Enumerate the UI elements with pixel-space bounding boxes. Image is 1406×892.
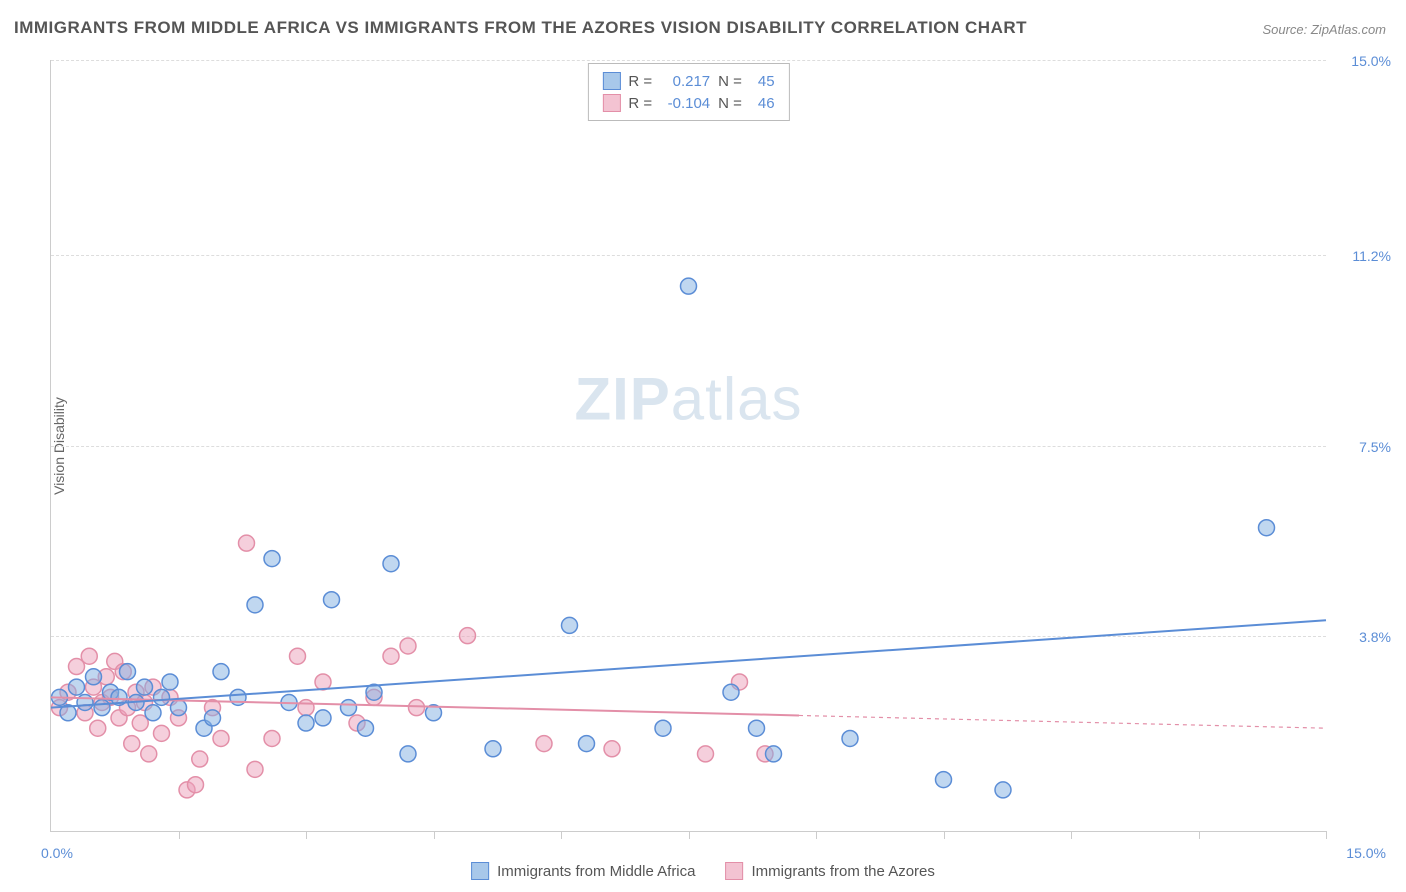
data-point	[485, 741, 501, 757]
source-attribution: Source: ZipAtlas.com	[1262, 22, 1386, 37]
scatter-svg	[51, 60, 1326, 831]
n-label: N =	[718, 95, 742, 112]
data-point	[154, 725, 170, 741]
data-point	[247, 597, 263, 613]
data-point	[205, 710, 221, 726]
data-point	[77, 695, 93, 711]
r-label: R =	[628, 95, 652, 112]
swatch-blue	[471, 862, 489, 880]
x-tick	[816, 831, 817, 839]
x-max-label: 15.0%	[1346, 845, 1386, 861]
data-point	[213, 730, 229, 746]
data-point	[239, 535, 255, 551]
data-point	[995, 782, 1011, 798]
x-tick	[1326, 831, 1327, 839]
data-point	[315, 710, 331, 726]
data-point	[86, 669, 102, 685]
data-point	[137, 679, 153, 695]
data-point	[723, 684, 739, 700]
trendline-extrapolated	[799, 715, 1326, 728]
y-tick-label: 11.2%	[1352, 248, 1391, 264]
data-point	[94, 700, 110, 716]
legend-item-blue: Immigrants from Middle Africa	[471, 862, 695, 880]
legend-label-blue: Immigrants from Middle Africa	[497, 863, 695, 880]
stats-legend-box: R = 0.217 N = 45 R = -0.104 N = 46	[587, 63, 789, 121]
data-point	[213, 664, 229, 680]
data-point	[298, 715, 314, 731]
data-point	[90, 720, 106, 736]
data-point	[264, 730, 280, 746]
data-point	[358, 720, 374, 736]
data-point	[936, 772, 952, 788]
y-tick-label: 3.8%	[1359, 629, 1391, 645]
data-point	[383, 648, 399, 664]
data-point	[536, 736, 552, 752]
stats-row-blue: R = 0.217 N = 45	[602, 70, 774, 92]
r-value-pink: -0.104	[660, 95, 710, 112]
data-point	[81, 648, 97, 664]
data-point	[681, 278, 697, 294]
legend-item-pink: Immigrants from the Azores	[725, 862, 934, 880]
x-tick	[434, 831, 435, 839]
data-point	[264, 551, 280, 567]
data-point	[192, 751, 208, 767]
data-point	[766, 746, 782, 762]
bottom-legend: Immigrants from Middle Africa Immigrants…	[471, 862, 935, 880]
x-tick	[944, 831, 945, 839]
data-point	[145, 705, 161, 721]
data-point	[1259, 520, 1275, 536]
swatch-pink	[602, 94, 620, 112]
n-label: N =	[718, 73, 742, 90]
r-label: R =	[628, 73, 652, 90]
legend-label-pink: Immigrants from the Azores	[751, 863, 934, 880]
n-value-blue: 45	[758, 73, 775, 90]
plot-area: ZIPatlas 3.8%7.5%11.2%15.0% 0.0% 15.0% R…	[50, 60, 1326, 832]
data-point	[400, 638, 416, 654]
data-point	[247, 761, 263, 777]
stats-row-pink: R = -0.104 N = 46	[602, 92, 774, 114]
data-point	[162, 674, 178, 690]
x-tick	[689, 831, 690, 839]
data-point	[141, 746, 157, 762]
x-tick	[561, 831, 562, 839]
y-tick-label: 15.0%	[1351, 53, 1391, 69]
data-point	[69, 679, 85, 695]
data-point	[120, 664, 136, 680]
data-point	[290, 648, 306, 664]
data-point	[698, 746, 714, 762]
data-point	[324, 592, 340, 608]
data-point	[124, 736, 140, 752]
data-point	[749, 720, 765, 736]
data-point	[842, 730, 858, 746]
n-value-pink: 46	[758, 95, 775, 112]
data-point	[604, 741, 620, 757]
data-point	[383, 556, 399, 572]
data-point	[315, 674, 331, 690]
data-point	[409, 700, 425, 716]
x-origin-label: 0.0%	[41, 845, 73, 861]
data-point	[579, 736, 595, 752]
data-point	[400, 746, 416, 762]
data-point	[171, 700, 187, 716]
y-tick-label: 7.5%	[1359, 439, 1391, 455]
x-tick	[306, 831, 307, 839]
x-tick	[1071, 831, 1072, 839]
data-point	[655, 720, 671, 736]
swatch-blue	[602, 72, 620, 90]
data-point	[298, 700, 314, 716]
swatch-pink	[725, 862, 743, 880]
data-point	[154, 689, 170, 705]
data-point	[460, 628, 476, 644]
r-value-blue: 0.217	[660, 73, 710, 90]
x-tick	[1199, 831, 1200, 839]
data-point	[188, 777, 204, 793]
data-point	[562, 617, 578, 633]
x-tick	[179, 831, 180, 839]
chart-title: IMMIGRANTS FROM MIDDLE AFRICA VS IMMIGRA…	[14, 18, 1027, 38]
data-point	[341, 700, 357, 716]
trendline	[51, 620, 1326, 707]
